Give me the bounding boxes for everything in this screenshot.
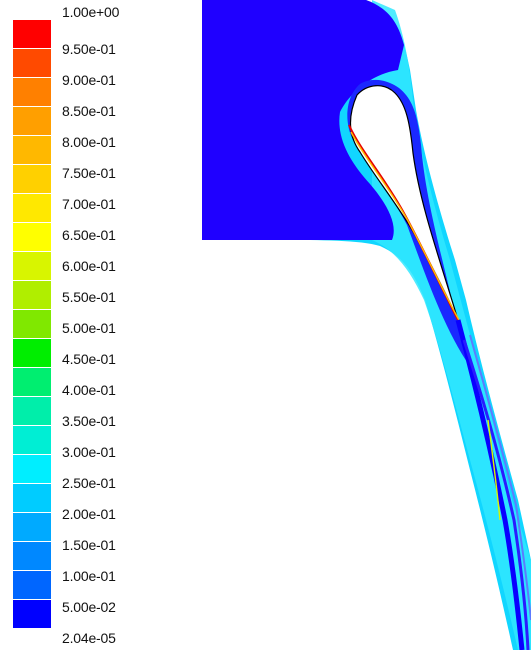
- colorbar-swatch: [13, 165, 51, 193]
- colorbar-swatch: [13, 252, 51, 280]
- colorbar-tick-label: 5.00e-02: [62, 599, 116, 615]
- colorbar-tick-label: 4.00e-01: [62, 382, 116, 398]
- colorbar-tick-label: 9.50e-01: [62, 41, 116, 57]
- colorbar-swatch: [13, 571, 51, 599]
- colorbar-swatch: [13, 426, 51, 454]
- colorbar-tick-label: 5.50e-01: [62, 289, 116, 305]
- colorbar-tick-label: 8.00e-01: [62, 134, 116, 150]
- colorbar-swatch: [13, 542, 51, 570]
- colorbar-swatch: [13, 194, 51, 222]
- colorbar-tick-label: 4.50e-01: [62, 351, 116, 367]
- colorbar-swatch: [13, 281, 51, 309]
- low-velocity-zone: [202, 0, 404, 240]
- colorbar-tick-label: 1.00e+00: [62, 4, 120, 20]
- colorbar-swatch: [13, 397, 51, 425]
- colorbar-swatch: [13, 513, 51, 541]
- colorbar-swatch: [13, 223, 51, 251]
- colorbar-swatch: [13, 49, 51, 77]
- colorbar-tick-label: 1.50e-01: [62, 537, 116, 553]
- colorbar-tick-label: 7.00e-01: [62, 196, 116, 212]
- wake-line: [469, 334, 531, 621]
- colorbar-tick-label: 8.50e-01: [62, 103, 116, 119]
- colorbar-tick-label: 2.04e-05: [62, 630, 116, 646]
- colorbar-swatch: [13, 20, 51, 48]
- wake-line: [455, 319, 525, 650]
- colorbar-swatch: [13, 107, 51, 135]
- colorbar-swatch: [13, 600, 51, 628]
- colorbar-legend: 1.00e+00 9.50e-01 9.00e-01 8.50e-01 8.00…: [0, 0, 200, 650]
- colorbar-swatch: [13, 368, 51, 396]
- colorbar-tick-label: 3.00e-01: [62, 444, 116, 460]
- colorbar-swatch: [13, 136, 51, 164]
- colorbar-swatch: [13, 310, 51, 338]
- colorbar-swatch: [13, 78, 51, 106]
- colorbar-swatch: [13, 339, 51, 367]
- colorbar-swatch: [13, 484, 51, 512]
- flow-domain: [202, 0, 531, 650]
- colorbar-tick-label: 3.50e-01: [62, 413, 116, 429]
- colorbar-tick-label: 2.00e-01: [62, 506, 116, 522]
- colorbar-tick-label: 7.50e-01: [62, 165, 116, 181]
- colorbar-tick-label: 2.50e-01: [62, 475, 116, 491]
- wake-line: [462, 339, 530, 650]
- suction-side-streak: [350, 131, 461, 323]
- colorbar-swatch: [13, 455, 51, 483]
- colorbar-tick-label: 1.00e-01: [62, 568, 116, 584]
- colorbar-tick-label: 6.00e-01: [62, 258, 116, 274]
- colorbar-tick-label: 5.00e-01: [62, 320, 116, 336]
- colorbar-tick-label: 6.50e-01: [62, 227, 116, 243]
- wake-streak: [487, 419, 501, 521]
- colorbar-tick-label: 9.00e-01: [62, 72, 116, 88]
